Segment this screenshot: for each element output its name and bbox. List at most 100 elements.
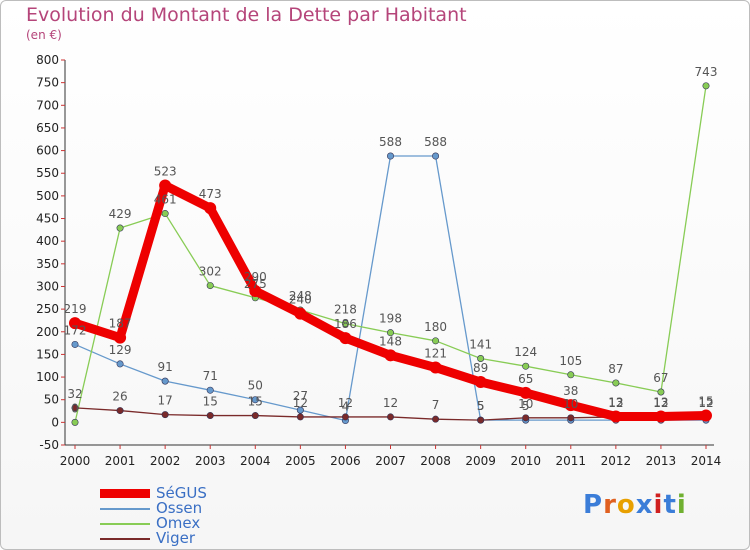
data-label: 248: [289, 289, 312, 303]
x-tick-label: 2012: [601, 454, 632, 468]
data-label: 27: [293, 389, 308, 403]
legend-label: Omex: [156, 514, 201, 532]
logo-letter: P: [583, 490, 604, 520]
y-tick-label: 0: [51, 415, 59, 429]
legend-swatch: [100, 538, 150, 540]
x-tick-label: 2005: [285, 454, 316, 468]
x-tick-label: 2007: [375, 454, 406, 468]
data-point-ségus: [474, 376, 487, 389]
data-label: 15: [203, 395, 218, 409]
data-label: 32: [67, 387, 82, 401]
data-label: 429: [109, 207, 132, 221]
legend-swatch: [100, 508, 150, 510]
y-tick-label: 200: [36, 325, 59, 339]
data-label: 12: [338, 396, 353, 410]
y-tick-label: 350: [36, 257, 59, 271]
data-label: 5: [522, 399, 530, 413]
chart-title: Evolution du Montant de la Dette par Hab…: [26, 4, 467, 26]
data-label: 121: [424, 347, 447, 361]
data-label: 67: [653, 371, 668, 385]
data-point-omex: [161, 210, 169, 218]
data-point-viger: [206, 412, 214, 420]
y-tick-label: 150: [36, 347, 59, 361]
data-point-omex: [522, 362, 530, 370]
x-tick-label: 2014: [691, 454, 722, 468]
data-label: 743: [695, 65, 718, 79]
data-point-omex: [71, 418, 79, 426]
data-point-viger: [386, 413, 394, 421]
data-label: 461: [154, 193, 177, 207]
data-point-ségus: [564, 399, 577, 412]
data-label: 71: [203, 369, 218, 383]
data-label: 15: [248, 395, 263, 409]
data-point-ségus: [249, 285, 262, 297]
data-point-omex: [477, 354, 485, 362]
y-tick-label: 450: [36, 212, 59, 226]
data-point-viger: [567, 414, 575, 422]
data-point-viger: [116, 407, 124, 415]
y-tick-label: 600: [36, 144, 59, 158]
x-tick-label: 2002: [150, 454, 181, 468]
x-tick-label: 2006: [330, 454, 361, 468]
data-point-viger: [251, 412, 259, 420]
data-label: 473: [199, 187, 222, 201]
data-point-viger: [341, 413, 349, 421]
data-point-ossen: [386, 152, 394, 160]
legend-label: Viger: [156, 529, 196, 547]
data-label: 12: [653, 396, 668, 410]
data-label: 129: [109, 343, 132, 357]
data-label: 7: [432, 398, 440, 412]
x-tick-label: 2004: [240, 454, 271, 468]
y-tick-label: 100: [36, 370, 59, 384]
data-label: 0: [71, 401, 79, 415]
data-label: 187: [109, 317, 132, 331]
data-label: 26: [112, 390, 127, 404]
y-tick-label: 650: [36, 121, 59, 135]
data-label: 12: [293, 396, 308, 410]
data-point-ossen: [116, 360, 124, 368]
y-tick-label: 50: [44, 393, 59, 407]
data-label: 290: [244, 270, 267, 284]
data-point-omex: [116, 224, 124, 232]
legend-label: SéGUS: [156, 484, 207, 502]
data-label: 87: [608, 362, 623, 376]
x-tick-label: 2008: [420, 454, 451, 468]
data-point-ségus: [114, 331, 127, 344]
x-tick-label: 2001: [105, 454, 136, 468]
logo-letter: x: [635, 490, 654, 520]
data-point-ségus: [384, 349, 397, 362]
y-tick-label: 750: [36, 76, 59, 90]
x-tick-label: 2010: [510, 454, 541, 468]
data-point-omex: [432, 337, 440, 345]
data-label: 219: [64, 302, 87, 316]
data-label: 218: [334, 303, 357, 317]
y-tick-label: 400: [36, 234, 59, 248]
data-label: 38: [563, 384, 578, 398]
data-label: 89: [473, 361, 488, 375]
data-label: 180: [424, 320, 447, 334]
data-label: 91: [158, 360, 173, 374]
data-label: 13: [653, 395, 668, 409]
data-label: 10: [518, 397, 533, 411]
x-tick-label: 2009: [465, 454, 496, 468]
data-point-omex: [206, 282, 214, 290]
data-label: 13: [608, 395, 623, 409]
chart-subtitle: (en €): [26, 28, 62, 42]
data-label: 5: [477, 399, 485, 413]
data-point-omex: [702, 82, 710, 90]
data-label: 148: [379, 334, 402, 348]
data-label: 172: [64, 323, 87, 337]
legend-label: Ossen: [156, 499, 203, 517]
x-tick-label: 2011: [556, 454, 587, 468]
data-label: 240: [289, 293, 312, 307]
y-tick-label: 550: [36, 166, 59, 180]
data-point-viger: [522, 414, 530, 422]
data-point-ségus: [700, 409, 712, 422]
data-label: 17: [158, 394, 173, 408]
data-point-omex: [386, 329, 394, 337]
data-label: 50: [248, 379, 263, 393]
data-point-ségus: [159, 179, 172, 192]
data-label: 588: [424, 135, 447, 149]
